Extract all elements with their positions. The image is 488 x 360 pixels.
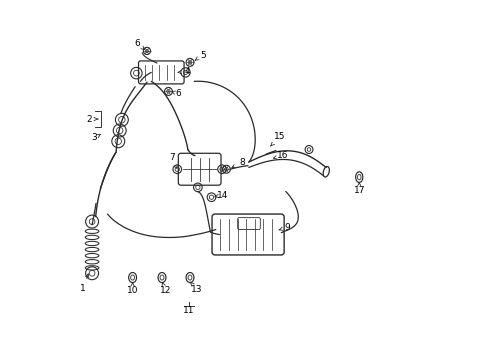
Text: 7: 7 <box>169 153 177 168</box>
Text: 6: 6 <box>171 89 181 98</box>
Text: 8: 8 <box>231 158 244 168</box>
Text: 5: 5 <box>195 51 206 60</box>
Text: 3: 3 <box>92 133 100 142</box>
Text: 12: 12 <box>160 283 171 295</box>
Text: 1: 1 <box>80 274 89 293</box>
Text: 6: 6 <box>135 39 144 50</box>
Text: 2: 2 <box>86 114 98 123</box>
Text: 14: 14 <box>214 190 228 199</box>
Text: 13: 13 <box>190 282 203 294</box>
Text: 9: 9 <box>279 223 290 232</box>
Text: 10: 10 <box>126 283 138 295</box>
Text: 17: 17 <box>353 183 364 194</box>
Text: 11: 11 <box>183 306 194 315</box>
Text: 16: 16 <box>273 151 288 160</box>
Text: 4: 4 <box>178 67 189 76</box>
Text: 15: 15 <box>270 132 285 146</box>
